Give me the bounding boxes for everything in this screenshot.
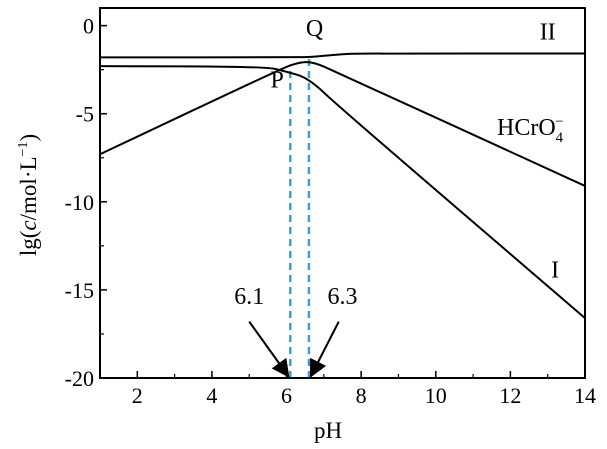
x-tick-label: 8 <box>356 383 367 408</box>
series-line-ii <box>100 52 585 59</box>
ticks: 2 4 6 8 10 12 14 0 -5 -10 -15 -20 <box>65 14 596 408</box>
axes <box>99 7 586 379</box>
y-axis-title-prefix: lg( <box>16 231 41 257</box>
guide-lines <box>289 56 311 378</box>
x-tick-label: 6 <box>281 383 292 408</box>
series-label-hcro4: HCrO4− <box>497 114 564 146</box>
series-lines <box>99 52 586 319</box>
y-axis-title-rest: /mol·L <box>16 156 41 220</box>
y-axis-title-suffix: ) <box>16 134 41 142</box>
y-tick-label: -15 <box>65 278 94 303</box>
annotation-label: 6.3 <box>328 284 358 310</box>
x-tick-label: 12 <box>499 383 521 408</box>
annotation-label: II <box>540 20 556 46</box>
x-tick-label: 10 <box>425 383 447 408</box>
series-line-i <box>99 65 586 319</box>
series-label-hcro4-base: HCrO <box>497 115 556 141</box>
y-tick-label: 0 <box>83 14 94 39</box>
y-tick-label: -5 <box>76 102 94 127</box>
annotation-label: I <box>551 258 559 284</box>
y-axis-title-var: c <box>16 220 41 230</box>
annotation-arrow <box>309 321 340 378</box>
annotation-label: P <box>271 67 284 93</box>
series-label-hcro4-sup: − <box>555 114 563 130</box>
annotation-arrow <box>248 321 290 378</box>
y-axis-title-sup: −1 <box>16 142 31 157</box>
annotation-label: 6.1 <box>234 284 264 310</box>
y-tick-label: -20 <box>65 366 94 391</box>
series-line-hcro4- <box>99 61 586 187</box>
annotation-label: Q <box>306 16 323 42</box>
series-label-hcro4-sub: 4 <box>556 130 564 146</box>
y-tick-label: -10 <box>65 190 94 215</box>
x-tick-label: 4 <box>206 383 217 408</box>
x-axis-title: pH <box>314 418 342 443</box>
x-tick-label: 14 <box>574 383 596 408</box>
y-axis-title: lg(c/mol·L−1) <box>16 134 41 256</box>
plot-frame <box>99 7 586 379</box>
x-tick-label: 2 <box>132 383 143 408</box>
